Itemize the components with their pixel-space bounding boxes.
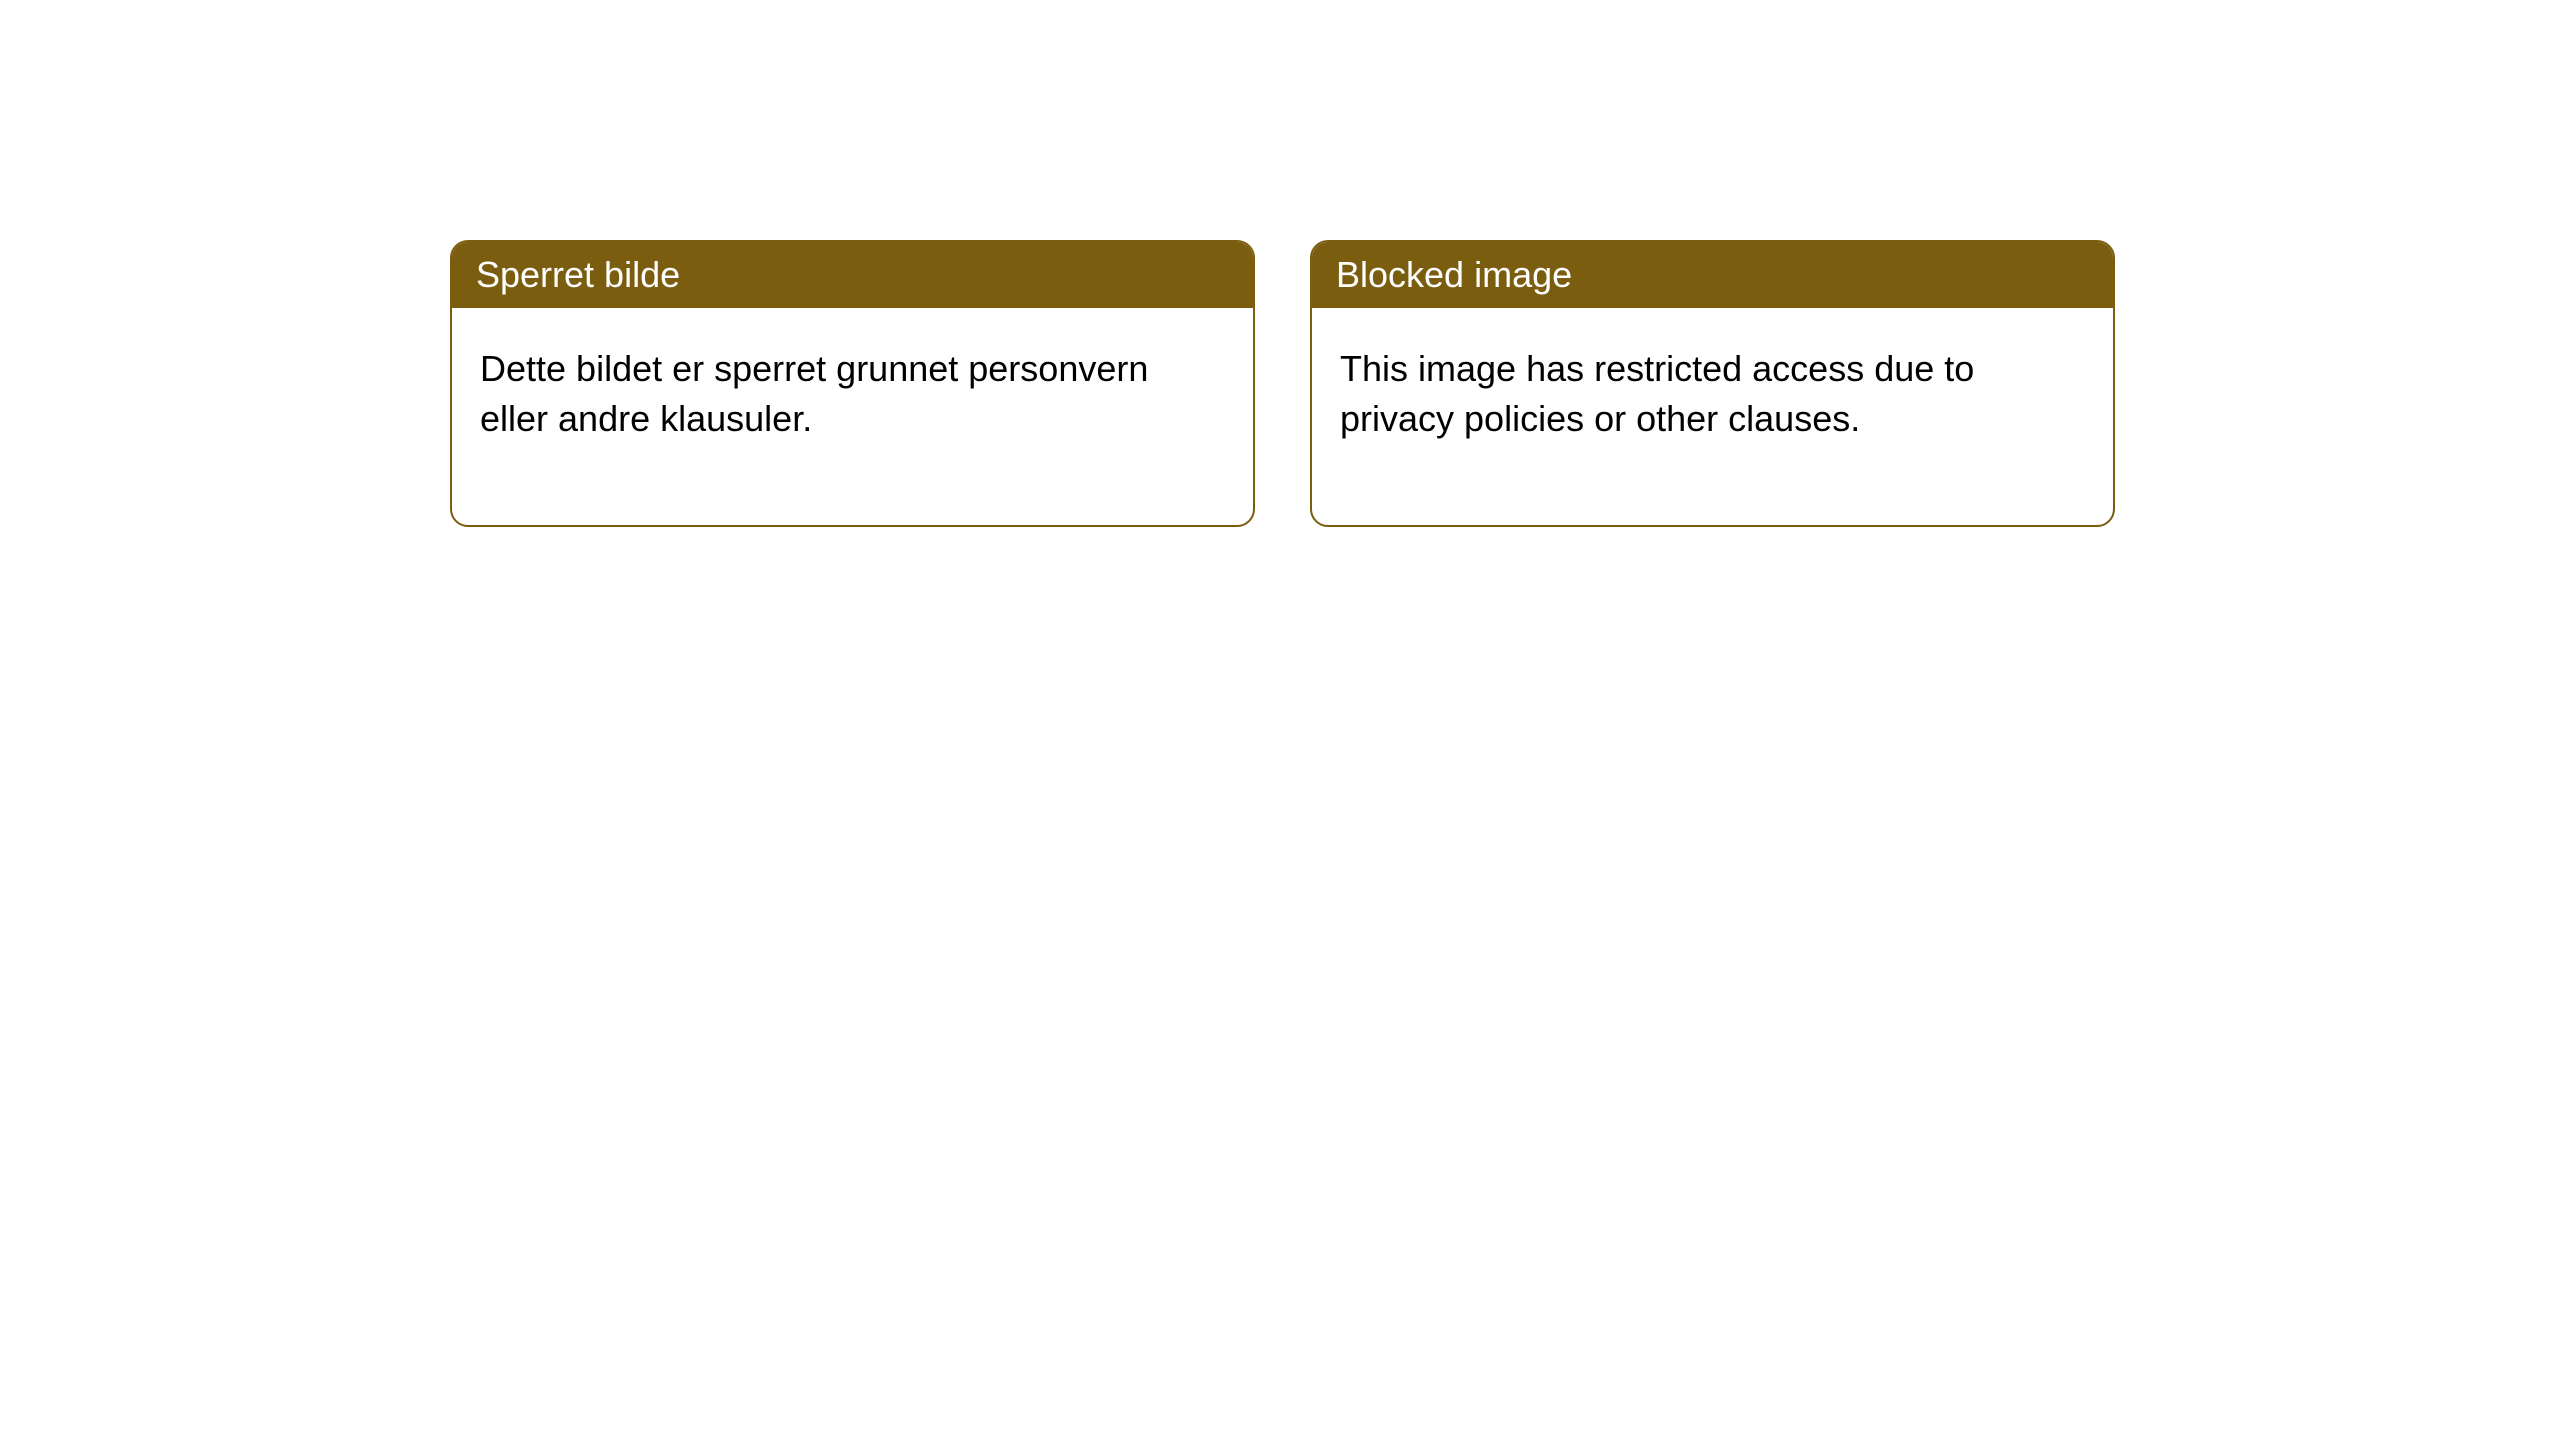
notice-header: Sperret bilde bbox=[452, 242, 1253, 308]
notice-card-english: Blocked image This image has restricted … bbox=[1310, 240, 2115, 527]
notice-card-norwegian: Sperret bilde Dette bildet er sperret gr… bbox=[450, 240, 1255, 527]
notice-header: Blocked image bbox=[1312, 242, 2113, 308]
notice-container: Sperret bilde Dette bildet er sperret gr… bbox=[450, 240, 2115, 527]
notice-body: This image has restricted access due to … bbox=[1312, 308, 2113, 525]
notice-body: Dette bildet er sperret grunnet personve… bbox=[452, 308, 1253, 525]
